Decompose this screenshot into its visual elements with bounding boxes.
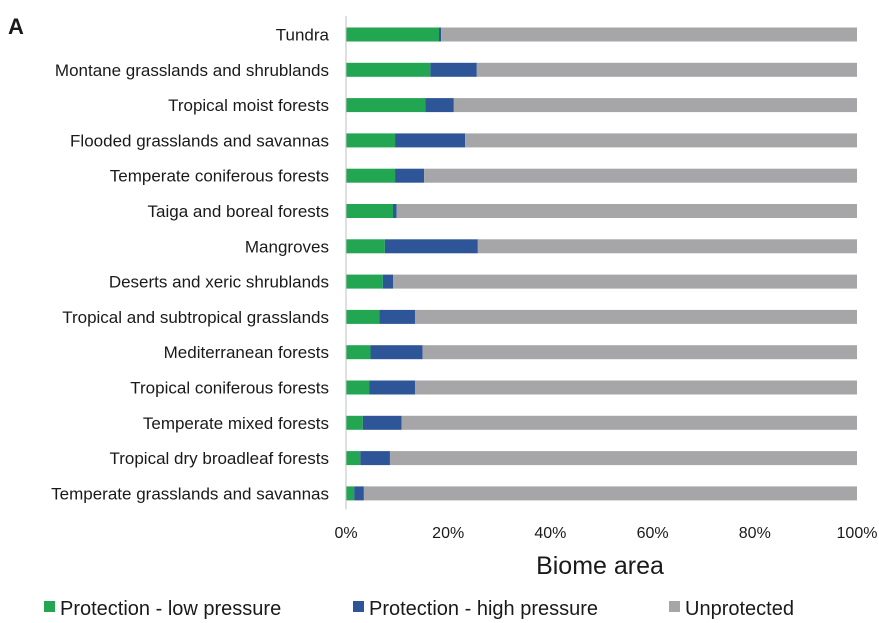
bar-segment-2-row-3 xyxy=(425,98,454,113)
bar-segment-3-row-7 xyxy=(477,239,857,254)
category-label: Temperate mixed forests xyxy=(143,414,329,433)
x-axis-title: Biome area xyxy=(536,552,664,580)
x-tick-label: 20% xyxy=(432,525,464,542)
bar-segment-3-row-10 xyxy=(422,345,857,360)
bar-segment-1-row-2 xyxy=(346,62,431,77)
bar-segment-1-row-6 xyxy=(346,204,394,218)
bar-segment-3-row-8 xyxy=(393,274,857,289)
bar-segment-2-row-8 xyxy=(382,274,394,289)
legend-label: Protection - low pressure xyxy=(60,598,281,620)
bar-segment-2-row-14 xyxy=(354,486,364,501)
legend-label: Protection - high pressure xyxy=(369,598,598,620)
bar-segment-3-row-9 xyxy=(414,309,857,324)
category-label: Tropical moist forests xyxy=(168,96,329,115)
bar-segment-2-row-11 xyxy=(369,380,415,395)
panel-label: A xyxy=(8,14,24,39)
category-label: Temperate coniferous forests xyxy=(110,167,329,186)
bar-segment-2-row-5 xyxy=(395,168,425,183)
bar-segment-1-row-4 xyxy=(346,133,396,148)
bar-segment-1-row-8 xyxy=(346,274,383,289)
category-label: Taiga and boreal forests xyxy=(148,202,329,221)
x-tick-label: 0% xyxy=(334,525,357,542)
bar-segment-1-row-14 xyxy=(346,486,355,501)
bar-segment-2-row-10 xyxy=(370,345,423,360)
bar-segment-2-row-13 xyxy=(360,451,390,466)
bar-segment-3-row-3 xyxy=(453,98,857,113)
bar-segment-3-row-6 xyxy=(396,204,857,218)
bar-segment-2-row-9 xyxy=(379,309,415,324)
bar-segment-1-row-9 xyxy=(346,309,380,324)
category-label: Tropical and subtropical grasslands xyxy=(62,308,329,327)
bar-segment-3-row-12 xyxy=(401,415,857,430)
category-label: Flooded grasslands and savannas xyxy=(70,131,329,150)
bar-segment-1-row-13 xyxy=(346,451,361,466)
bar-segment-1-row-3 xyxy=(346,98,426,113)
legend-swatch xyxy=(44,601,55,612)
x-tick-label: 100% xyxy=(837,525,878,542)
bar-segment-1-row-12 xyxy=(346,415,363,430)
bar-segment-1-row-7 xyxy=(346,239,385,254)
category-label: Mangroves xyxy=(245,237,329,256)
bar-segment-3-row-5 xyxy=(424,168,857,183)
x-tick-label: 40% xyxy=(534,525,566,542)
legend: Protection - low pressure Protection - hi… xyxy=(44,598,794,620)
x-tick-label: 80% xyxy=(739,525,771,542)
legend-swatch xyxy=(669,601,680,612)
category-label: Tropical coniferous forests xyxy=(130,379,329,398)
bar-segment-1-row-5 xyxy=(346,168,396,183)
category-label: Deserts and xeric shrublands xyxy=(109,273,329,292)
bar-segment-1-row-10 xyxy=(346,345,371,360)
legend-swatch xyxy=(353,601,364,612)
bar-segment-2-row-6 xyxy=(393,204,397,218)
bar-segment-3-row-14 xyxy=(363,486,857,501)
bar-segment-3-row-2 xyxy=(476,62,857,77)
bar-segment-1-row-11 xyxy=(346,380,370,395)
bars-group xyxy=(346,27,857,501)
category-labels: Tundra Montane grasslands and shrublands T… xyxy=(51,26,329,504)
bar-segment-2-row-12 xyxy=(362,415,402,430)
bar-segment-3-row-1 xyxy=(441,27,857,42)
x-tick-label: 60% xyxy=(637,525,669,542)
bar-segment-3-row-13 xyxy=(389,451,857,466)
category-label: Montane grasslands and shrublands xyxy=(55,61,329,80)
x-tick-labels: 0% 20% 40% 60% 80% 100% xyxy=(334,525,877,542)
bar-segment-3-row-4 xyxy=(465,133,857,148)
legend-label: Unprotected xyxy=(685,598,794,620)
category-label: Mediterranean forests xyxy=(164,343,329,362)
bar-segment-1-row-1 xyxy=(346,27,439,42)
category-label: Tropical dry broadleaf forests xyxy=(109,449,329,468)
bar-segment-2-row-2 xyxy=(430,62,477,77)
bar-segment-2-row-1 xyxy=(439,27,442,42)
bar-segment-2-row-4 xyxy=(395,133,466,148)
bar-segment-3-row-11 xyxy=(414,380,857,395)
bar-segment-2-row-7 xyxy=(384,239,478,254)
category-label: Temperate grasslands and savannas xyxy=(51,484,329,503)
category-label: Tundra xyxy=(276,26,330,45)
